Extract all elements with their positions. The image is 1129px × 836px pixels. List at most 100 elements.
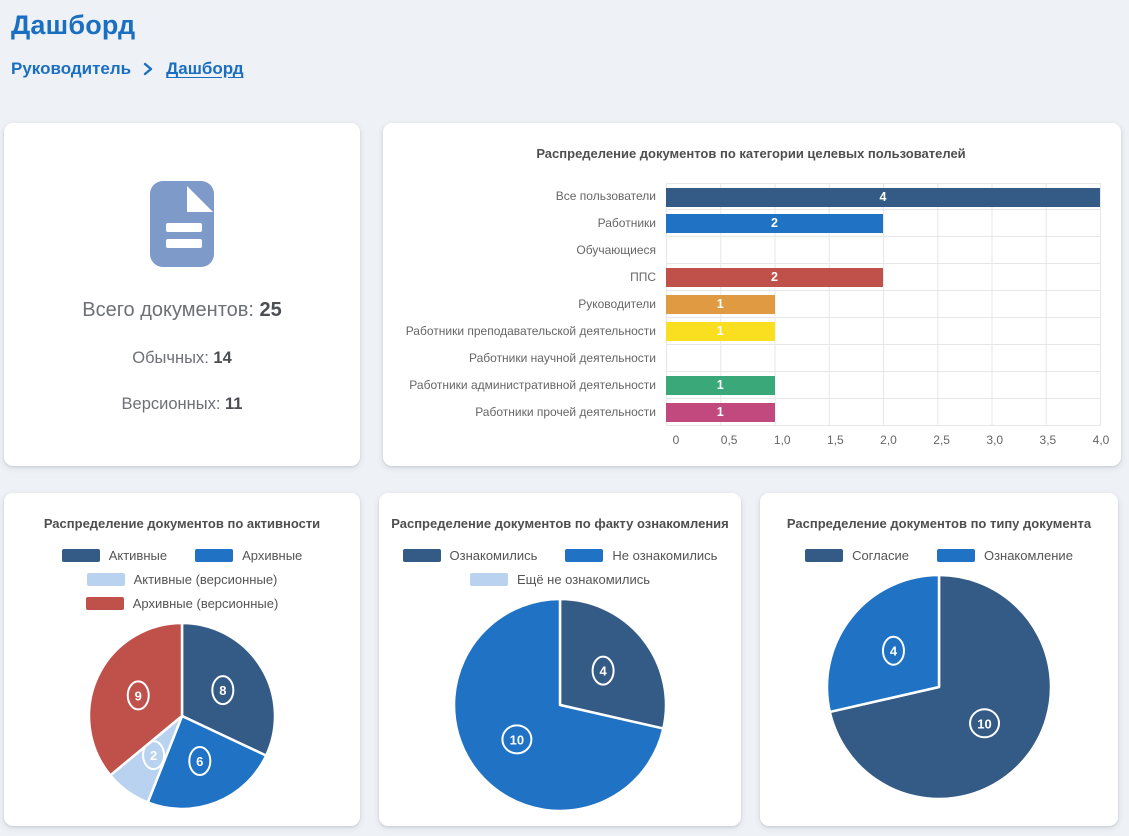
bottom-row: Распределение документов по активности А… xyxy=(4,493,1125,826)
bar-category-label: Работники xyxy=(597,216,656,230)
pie-chart: 4 10 xyxy=(452,597,668,813)
pie-slice[interactable] xyxy=(452,597,665,813)
pie-chart-title: Распределение документов по факту ознако… xyxy=(391,516,729,531)
legend-item[interactable]: Ознакомление xyxy=(936,548,1073,563)
documents-summary-card: Всего документов: 25 Обычных: 14 Версион… xyxy=(4,123,360,466)
top-row: Всего документов: 25 Обычных: 14 Версион… xyxy=(4,123,1125,466)
bar-segment[interactable]: 1 xyxy=(666,376,775,395)
pie-value-label: 6 xyxy=(196,754,203,769)
pie-chart-area: 10 4 xyxy=(770,572,1108,802)
bar-segment[interactable]: 2 xyxy=(666,268,883,287)
bar-segment[interactable]: 4 xyxy=(666,188,1100,207)
bar-category-label: Работники научной деятельности xyxy=(469,351,656,365)
legend-row: Ещё не ознакомились xyxy=(389,572,731,587)
pie-chart-area: 4 10 xyxy=(389,596,731,814)
bar-row: Обучающиеся xyxy=(401,237,1101,264)
pie-chart-title: Распределение документов по активности xyxy=(43,516,321,531)
legend-row: Активные Архивные xyxy=(14,548,350,563)
pie-label-outline xyxy=(591,655,615,686)
x-axis-tick-label: 2,0 xyxy=(880,433,897,447)
x-axis-tick-label: 2,5 xyxy=(933,433,950,447)
bar-track: 1 xyxy=(666,318,1101,345)
x-axis-tick-label: 0 xyxy=(672,433,680,447)
legend-item[interactable]: Активные (версионные) xyxy=(86,572,278,587)
versioned-documents-value: 11 xyxy=(225,395,243,413)
document-type-pie-card: Распределение документов по типу докумен… xyxy=(760,493,1118,826)
pie-slice[interactable] xyxy=(180,621,277,757)
pie-legend: Согласие Ознакомление xyxy=(770,548,1108,563)
legend-row: Ознакомились Не ознакомились xyxy=(389,548,731,563)
pie-slice[interactable] xyxy=(825,573,941,714)
bar-category-label: Обучающиеся xyxy=(576,243,656,257)
legend-swatch xyxy=(936,549,975,562)
versioned-documents-label: Версионных: xyxy=(121,395,221,413)
chevron-right-icon xyxy=(143,62,154,76)
pie-slice[interactable] xyxy=(87,621,184,777)
legend-swatch xyxy=(805,549,844,562)
legend-label: Активные (версионные) xyxy=(133,572,278,587)
pie-slice[interactable] xyxy=(146,714,268,811)
pie-chart-title: Распределение документов по типу докумен… xyxy=(786,516,1092,531)
bar-segment[interactable]: 1 xyxy=(666,322,775,341)
bar-track: 1 xyxy=(666,399,1101,426)
x-axis-tick-label: 0,5 xyxy=(720,433,738,447)
pie-value-label: 4 xyxy=(599,664,607,679)
legend-swatch xyxy=(85,597,124,610)
legend-label: Ознакомление xyxy=(983,548,1073,563)
pie-legend: Активные Архивные Активные (версионные) Арх… xyxy=(14,548,350,611)
acknowledgement-pie-card: Распределение документов по факту ознако… xyxy=(379,493,741,826)
bar-row: Работники административной деятельности 1 xyxy=(401,372,1101,399)
regular-documents-line: Обычных: 14 xyxy=(132,349,232,368)
regular-documents-value: 14 xyxy=(213,349,232,367)
versioned-documents-line: Версионных: 11 xyxy=(122,395,243,414)
bar-category-label: Работники преподавательской деятельности xyxy=(405,324,656,338)
page-title: Дашборд xyxy=(11,10,136,40)
legend-label: Согласие xyxy=(852,548,909,563)
legend-item[interactable]: Ознакомились xyxy=(402,548,537,563)
bar-track xyxy=(666,237,1101,264)
legend-item[interactable]: Не ознакомились xyxy=(565,548,717,563)
legend-label: Не ознакомились xyxy=(612,548,718,563)
bar-segment[interactable]: 1 xyxy=(666,295,775,314)
document-icon xyxy=(150,181,214,267)
pie-chart: 10 4 xyxy=(825,573,1053,801)
bar-row: Работники научной деятельности xyxy=(401,345,1101,372)
legend-label: Архивные xyxy=(242,548,303,563)
bar-track xyxy=(666,345,1101,372)
pie-label-outline xyxy=(126,680,150,711)
bar-track: 1 xyxy=(666,291,1101,318)
legend-swatch xyxy=(565,549,604,562)
pie-value-label: 10 xyxy=(510,732,524,747)
bar-track: 2 xyxy=(666,210,1101,237)
legend-item[interactable]: Активные xyxy=(61,548,167,563)
legend-swatch xyxy=(61,549,100,562)
pie-value-label: 10 xyxy=(977,716,991,731)
bar-row: ППС 2 xyxy=(401,264,1101,291)
legend-item[interactable]: Ещё не ознакомились xyxy=(469,572,651,587)
x-axis-tick-label: 3,5 xyxy=(1039,433,1057,447)
x-axis-tick-label: 1,5 xyxy=(827,433,844,447)
bar-row: Работники 2 xyxy=(401,210,1101,237)
bar-segment[interactable]: 1 xyxy=(666,403,775,422)
legend-label: Ещё не ознакомились xyxy=(516,572,651,587)
breadcrumb-root-link[interactable]: Руководитель xyxy=(11,59,132,78)
bar-category-label: ППС xyxy=(630,270,656,284)
bar-track: 1 xyxy=(666,372,1101,399)
pie-value-label: 9 xyxy=(135,688,142,703)
legend-item[interactable]: Архивные (версионные) xyxy=(85,596,278,611)
breadcrumb-current-link[interactable]: Дашборд xyxy=(166,59,244,78)
pie-slice[interactable] xyxy=(828,573,1053,801)
legend-item[interactable]: Согласие xyxy=(805,548,909,563)
pie-chart: 8 6 2 9 xyxy=(87,621,277,811)
bar-chart-plot: Все пользователи 4 Работники 2 Обучающиеся ПП… xyxy=(401,183,1101,426)
regular-documents-label: Обычных: xyxy=(132,349,209,367)
bar-segment[interactable]: 2 xyxy=(666,214,883,233)
bar-category-label: Работники прочей деятельности xyxy=(475,405,656,419)
pie-label-outline xyxy=(969,708,1001,739)
pie-label-outline xyxy=(881,635,905,666)
total-documents-label: Всего документов: xyxy=(82,299,254,321)
pie-legend: Ознакомились Не ознакомились Ещё не ознако… xyxy=(389,548,731,587)
pie-chart-area: 8 6 2 9 xyxy=(14,620,350,812)
legend-item[interactable]: Архивные xyxy=(195,548,302,563)
pie-label-outline xyxy=(501,724,533,755)
